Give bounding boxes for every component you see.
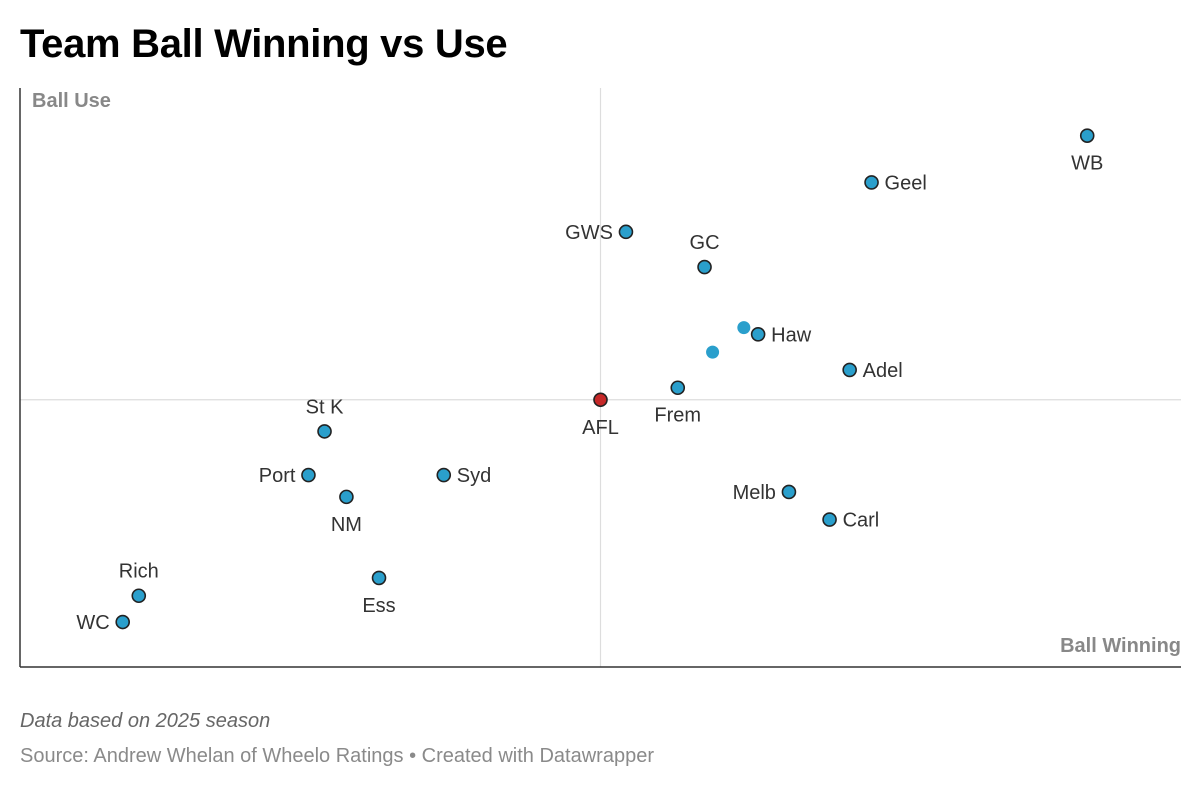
scatter-chart: Ball Use Ball Winning WB Geel GWS GC Haw Adel… <box>19 88 1181 668</box>
point-label-rich: Rich <box>119 561 159 583</box>
data-point-unlabeled-9 <box>706 345 720 359</box>
point-label-afl: AFL <box>582 417 619 439</box>
data-point-carl <box>822 512 837 527</box>
x-axis-title: Ball Winning <box>1060 635 1181 657</box>
point-label-geel: Geel <box>885 172 927 194</box>
data-point-adel <box>842 362 857 378</box>
data-point-unlabeled-8 <box>737 321 751 335</box>
data-point-geel <box>864 175 879 190</box>
data-point-frem <box>670 380 686 396</box>
point-label-carl: Carl <box>843 510 880 532</box>
point-label-frem: Frem <box>654 405 701 427</box>
data-point-port <box>301 467 316 483</box>
data-point-st-k <box>317 424 332 439</box>
point-label-wc: WC <box>76 612 109 634</box>
data-point-nm <box>339 489 354 505</box>
data-point-rich <box>131 588 147 604</box>
data-point-melb <box>781 484 797 500</box>
point-label-gc: GC <box>690 232 720 254</box>
point-label-nm: NM <box>331 514 362 536</box>
data-points <box>115 128 1095 630</box>
chart-axes <box>19 88 1181 668</box>
point-label-adel: Adel <box>863 360 903 382</box>
point-label-melb: Melb <box>733 482 776 504</box>
footnote: Data based on 2025 season <box>20 710 271 732</box>
data-point-afl <box>593 392 608 408</box>
point-label-syd: Syd <box>457 465 491 487</box>
data-point-gc <box>697 259 712 275</box>
point-label-wb: WB <box>1071 153 1103 175</box>
point-label-haw: Haw <box>771 324 812 346</box>
point-label-ess: Ess <box>362 595 395 617</box>
data-point-wc <box>115 614 131 630</box>
chart-title: Team Ball Winning vs Use <box>20 22 508 66</box>
source-credit: Source: Andrew Whelan of Wheelo Ratings … <box>20 745 654 767</box>
reference-lines <box>20 88 1181 667</box>
y-axis-title: Ball Use <box>32 90 111 112</box>
data-point-wb <box>1079 128 1095 143</box>
data-point-haw <box>750 326 766 342</box>
data-point-ess <box>371 570 387 586</box>
point-label-st-k: St K <box>306 396 344 418</box>
point-label-port: Port <box>259 465 296 487</box>
data-point-syd <box>436 467 452 483</box>
data-point-gws <box>618 224 634 240</box>
point-label-gws: GWS <box>565 222 613 244</box>
point-labels: WB Geel GWS GC Haw Adel Frem AFL St K Port Syd NM Me… <box>76 153 1103 634</box>
